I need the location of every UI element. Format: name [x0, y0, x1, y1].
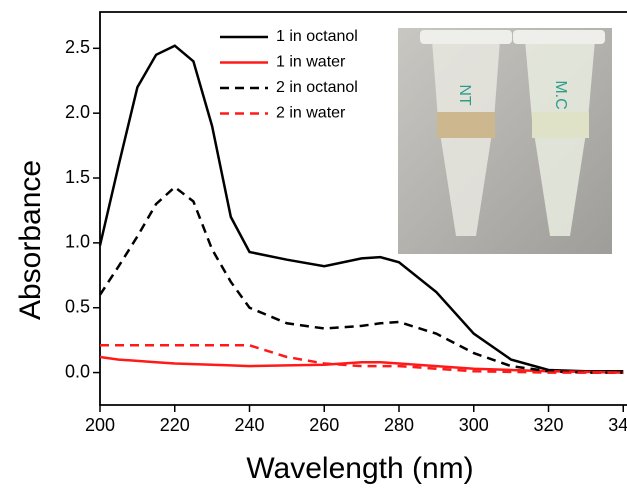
y-tick-label: 0.5 [65, 296, 90, 316]
legend-label: 2 in octanol [276, 79, 358, 96]
axis-frame [99, 11, 627, 406]
tube-label: NT [456, 84, 473, 106]
x-tick-label: 240 [234, 415, 264, 435]
x-tick-label: 320 [533, 415, 563, 435]
y-axis-title: Absorbance [14, 160, 47, 320]
y-tick-label: 1.0 [65, 232, 90, 252]
x-tick-label: 280 [384, 415, 414, 435]
legend-label: 2 in water [276, 105, 346, 122]
x-axis-title: Wavelength (nm) [246, 452, 473, 485]
legend-label: 1 in water [276, 54, 346, 71]
x-tick-label: 200 [85, 415, 115, 435]
x-tick-label: 260 [309, 415, 339, 435]
x-tick-label: 220 [160, 415, 190, 435]
tube-label: M.C [552, 80, 569, 109]
series-line [100, 344, 624, 374]
y-tick-label: 2.5 [65, 37, 90, 57]
x-tick-label: 300 [459, 415, 489, 435]
series-line [98, 44, 624, 373]
legend-label: 1 in octanol [276, 28, 358, 45]
x-tick-label: 340 [608, 415, 627, 435]
series-line [99, 355, 624, 374]
series-line [98, 185, 624, 374]
y-tick-label: 2.0 [65, 102, 90, 122]
inset-photo: NT M.C [398, 28, 612, 254]
y-tick-label: 0.0 [65, 361, 90, 381]
y-tick-label: 1.5 [65, 167, 90, 187]
